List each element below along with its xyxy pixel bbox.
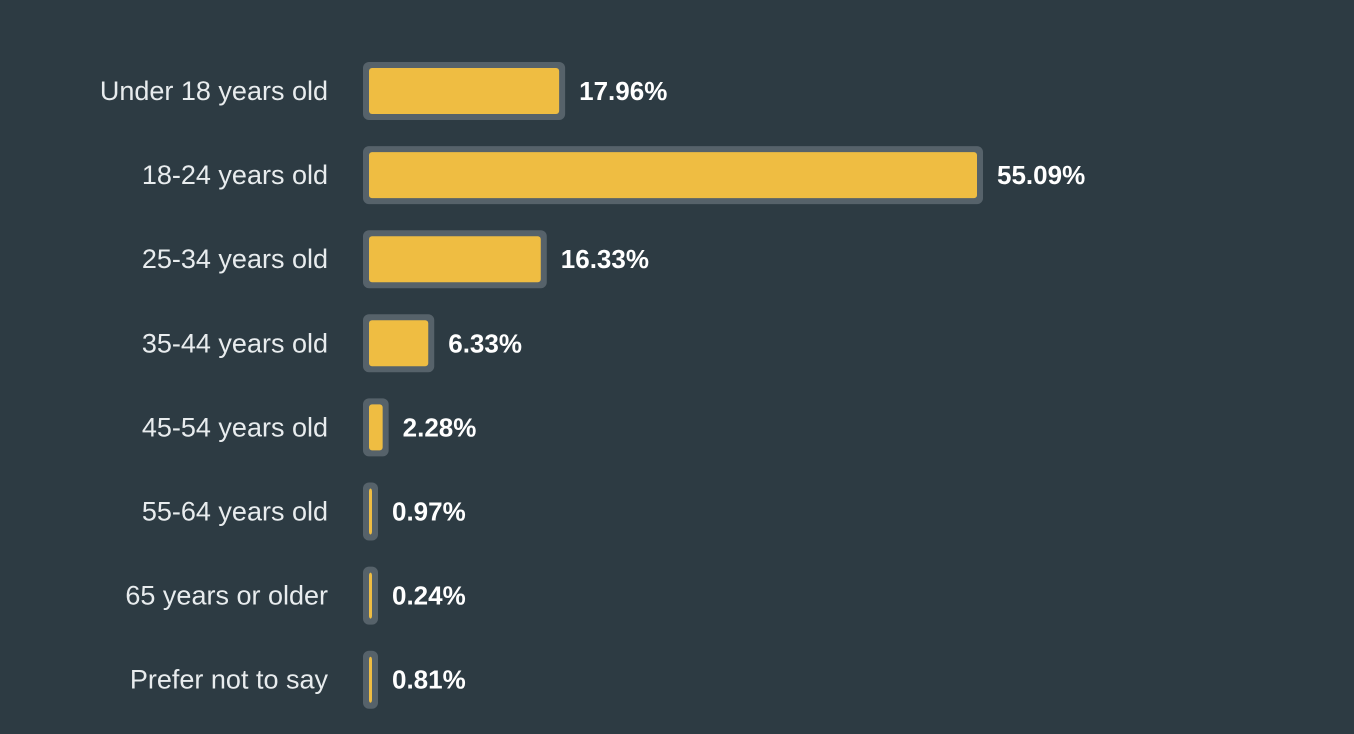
category-label: 18-24 years old: [142, 160, 328, 190]
value-label: 16.33%: [561, 244, 649, 274]
value-label: 0.24%: [392, 581, 466, 611]
bar: [369, 236, 541, 283]
value-label: 6.33%: [448, 328, 522, 358]
category-label: 25-34 years old: [142, 244, 328, 274]
value-label: 2.28%: [403, 412, 477, 442]
bar: [369, 152, 977, 199]
category-label: 65 years or older: [125, 581, 328, 611]
bar: [369, 488, 372, 535]
category-label: 45-54 years old: [142, 412, 328, 442]
bar: [369, 404, 383, 451]
bars-group: Under 18 years old 17.96% 18-24 years old 5…: [100, 62, 1085, 709]
category-label: Prefer not to say: [130, 665, 329, 695]
value-label: 0.97%: [392, 497, 466, 527]
bar: [369, 572, 372, 619]
value-label: 0.81%: [392, 665, 466, 695]
bar: [369, 656, 372, 703]
bar: [369, 320, 429, 367]
value-label: 17.96%: [579, 76, 667, 106]
category-label: 35-44 years old: [142, 328, 328, 358]
category-label: 55-64 years old: [142, 497, 328, 527]
category-label: Under 18 years old: [100, 76, 328, 106]
bar: [369, 68, 560, 114]
value-label: 55.09%: [997, 160, 1085, 190]
